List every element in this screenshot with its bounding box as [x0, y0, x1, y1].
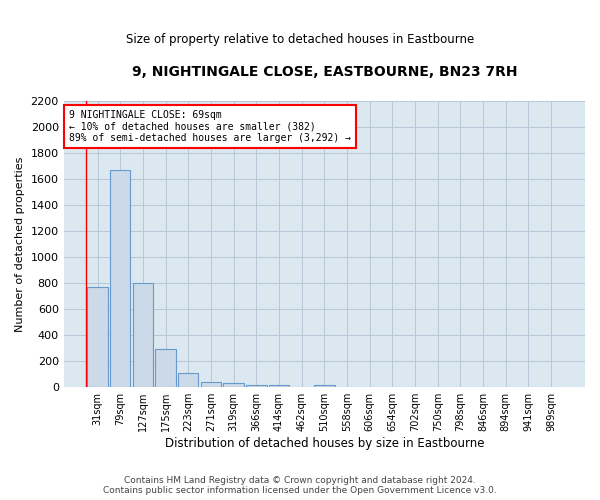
Bar	[155, 349, 176, 387]
X-axis label: Distribution of detached houses by size in Eastbourne: Distribution of detached houses by size …	[164, 437, 484, 450]
Y-axis label: Number of detached properties: Number of detached properties	[15, 156, 25, 332]
Title: 9, NIGHTINGALE CLOSE, EASTBOURNE, BN23 7RH: 9, NIGHTINGALE CLOSE, EASTBOURNE, BN23 7…	[131, 65, 517, 79]
Text: Size of property relative to detached houses in Eastbourne: Size of property relative to detached ho…	[126, 32, 474, 46]
Bar	[88, 287, 108, 387]
Bar	[133, 283, 153, 387]
Bar	[314, 384, 335, 387]
Bar	[201, 382, 221, 387]
Text: Contains HM Land Registry data © Crown copyright and database right 2024.
Contai: Contains HM Land Registry data © Crown c…	[103, 476, 497, 495]
Bar	[269, 384, 289, 387]
Text: 9 NIGHTINGALE CLOSE: 69sqm
← 10% of detached houses are smaller (382)
89% of sem: 9 NIGHTINGALE CLOSE: 69sqm ← 10% of deta…	[69, 110, 351, 143]
Bar	[178, 373, 199, 387]
Bar	[246, 384, 266, 387]
Bar	[223, 384, 244, 387]
Bar	[110, 170, 130, 387]
